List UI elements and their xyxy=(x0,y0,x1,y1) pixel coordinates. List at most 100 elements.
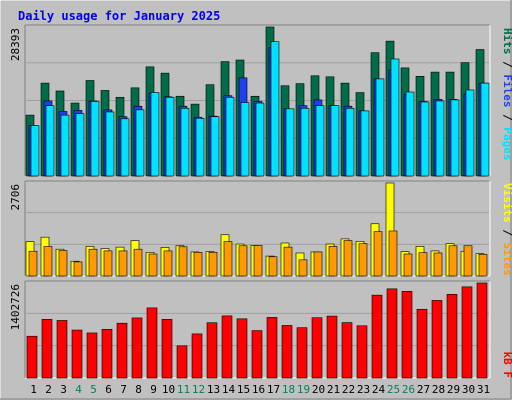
bar-pages xyxy=(150,92,160,177)
legend-visits: Visits xyxy=(501,183,512,223)
bar-kbytes xyxy=(176,345,188,379)
bar-pages xyxy=(360,110,370,177)
bar-sites xyxy=(208,251,218,277)
panel-legend: kB F xyxy=(501,352,512,379)
x-tick-label: 22 xyxy=(342,383,355,396)
bar-pages xyxy=(465,89,475,177)
bar-pages xyxy=(450,99,460,177)
bar-pages xyxy=(60,114,70,177)
bar-sites xyxy=(163,250,173,277)
bar-kbytes xyxy=(446,293,458,379)
x-tick-label: 5 xyxy=(90,383,97,396)
x-tick-label: 30 xyxy=(462,383,475,396)
bar-pages xyxy=(120,118,130,177)
x-tick-label: 8 xyxy=(135,383,142,396)
legend-pages: Pages xyxy=(501,127,512,160)
bar-pages xyxy=(330,105,340,177)
bar-sites xyxy=(463,245,473,277)
bar-sites xyxy=(418,252,428,277)
x-tick-label: 31 xyxy=(477,383,490,396)
bar-kbytes xyxy=(56,320,68,379)
bar-pages xyxy=(195,117,205,177)
bar-kbytes xyxy=(386,288,398,379)
x-tick-label: 26 xyxy=(402,383,415,396)
bar-sites xyxy=(388,230,398,277)
bar-pages xyxy=(315,105,325,177)
x-tick-label: 19 xyxy=(297,383,310,396)
bar-kbytes xyxy=(326,315,338,379)
bar-sites xyxy=(103,250,113,277)
bar-sites xyxy=(328,246,338,277)
bar-kbytes xyxy=(236,318,248,379)
bar-kbytes xyxy=(401,291,413,379)
bar-kbytes xyxy=(86,332,98,379)
bar-pages xyxy=(285,108,295,177)
bar-kbytes xyxy=(266,317,278,379)
bar-sites xyxy=(193,251,203,277)
bar-kbytes xyxy=(461,286,473,379)
bar-pages xyxy=(300,108,310,177)
chart-title: Daily usage for January 2025 xyxy=(18,9,220,23)
bar-sites xyxy=(88,248,98,277)
x-tick-label: 25 xyxy=(387,383,400,396)
legend-hits: Hits xyxy=(501,28,512,55)
x-tick-label: 7 xyxy=(120,383,127,396)
legend-text: Hits / Files / Pages xyxy=(501,28,512,161)
bar-pages xyxy=(240,102,250,177)
x-tick-label: 16 xyxy=(252,383,265,396)
bar-sites xyxy=(478,254,488,277)
bar-sites xyxy=(358,243,368,277)
x-tick-label: 27 xyxy=(417,383,430,396)
bar-sites xyxy=(433,252,443,277)
bar-sites xyxy=(118,250,128,277)
bar-pages xyxy=(435,100,445,177)
legend-text: kB F xyxy=(501,352,512,379)
bar-sites xyxy=(253,245,263,277)
x-tick-label: 9 xyxy=(150,383,157,396)
bar-kbytes xyxy=(341,322,353,379)
bar-pages xyxy=(255,102,265,177)
bar-sites xyxy=(373,231,383,277)
x-tick-label: 13 xyxy=(207,383,220,396)
x-tick-label: 17 xyxy=(267,383,280,396)
bar-sites xyxy=(43,246,53,277)
bar-kbytes xyxy=(191,333,203,379)
panel-legend: Visits / Sites xyxy=(501,183,512,276)
bar-pages xyxy=(225,96,235,177)
bar-kbytes xyxy=(71,329,83,379)
bar-kbytes xyxy=(101,329,113,379)
x-tick-label: 21 xyxy=(327,383,340,396)
y-max-label: 28393 xyxy=(9,28,22,61)
bar-pages xyxy=(135,109,145,177)
x-tick-label: 2 xyxy=(45,383,52,396)
bar-kbytes xyxy=(476,282,488,379)
bar-pages xyxy=(390,58,400,177)
panel-hits-files-pages: 28393 Hits / Files / Pages xyxy=(9,24,512,177)
x-tick-label: 11 xyxy=(177,383,190,396)
legend-text: Visits / Sites xyxy=(501,183,512,276)
x-axis-labels: 1 2 3 4 5 6 7 8 9 10 11 12 13 14 15 16 17 18 19 20 21 22 23 24 2… xyxy=(30,383,490,396)
bar-sites xyxy=(298,259,308,277)
y-max-label: 1402726 xyxy=(9,284,22,330)
x-tick-label: 29 xyxy=(447,383,460,396)
chart-panels: 28393 Hits / Files / Pages 2706 Visits / Si… xyxy=(9,24,512,379)
bar-sites xyxy=(403,253,413,277)
bar-pages xyxy=(180,108,190,177)
x-tick-label: 23 xyxy=(357,383,370,396)
bar-pages xyxy=(210,116,220,177)
bar-kbytes xyxy=(281,325,293,379)
bar-sites xyxy=(448,245,458,277)
bar-pages xyxy=(270,41,280,177)
bar-pages xyxy=(165,96,175,177)
bar-pages xyxy=(90,101,100,177)
bar-kbytes xyxy=(116,322,128,379)
x-tick-label: 1 xyxy=(30,383,37,396)
panel-legend: Hits / Files / Pages xyxy=(501,28,512,161)
bar-sites xyxy=(133,248,143,277)
x-tick-label: 20 xyxy=(312,383,325,396)
bar-pages xyxy=(480,82,490,177)
bar-pages xyxy=(345,108,355,177)
bar-kbytes xyxy=(146,307,158,379)
bar-pages xyxy=(105,111,115,177)
